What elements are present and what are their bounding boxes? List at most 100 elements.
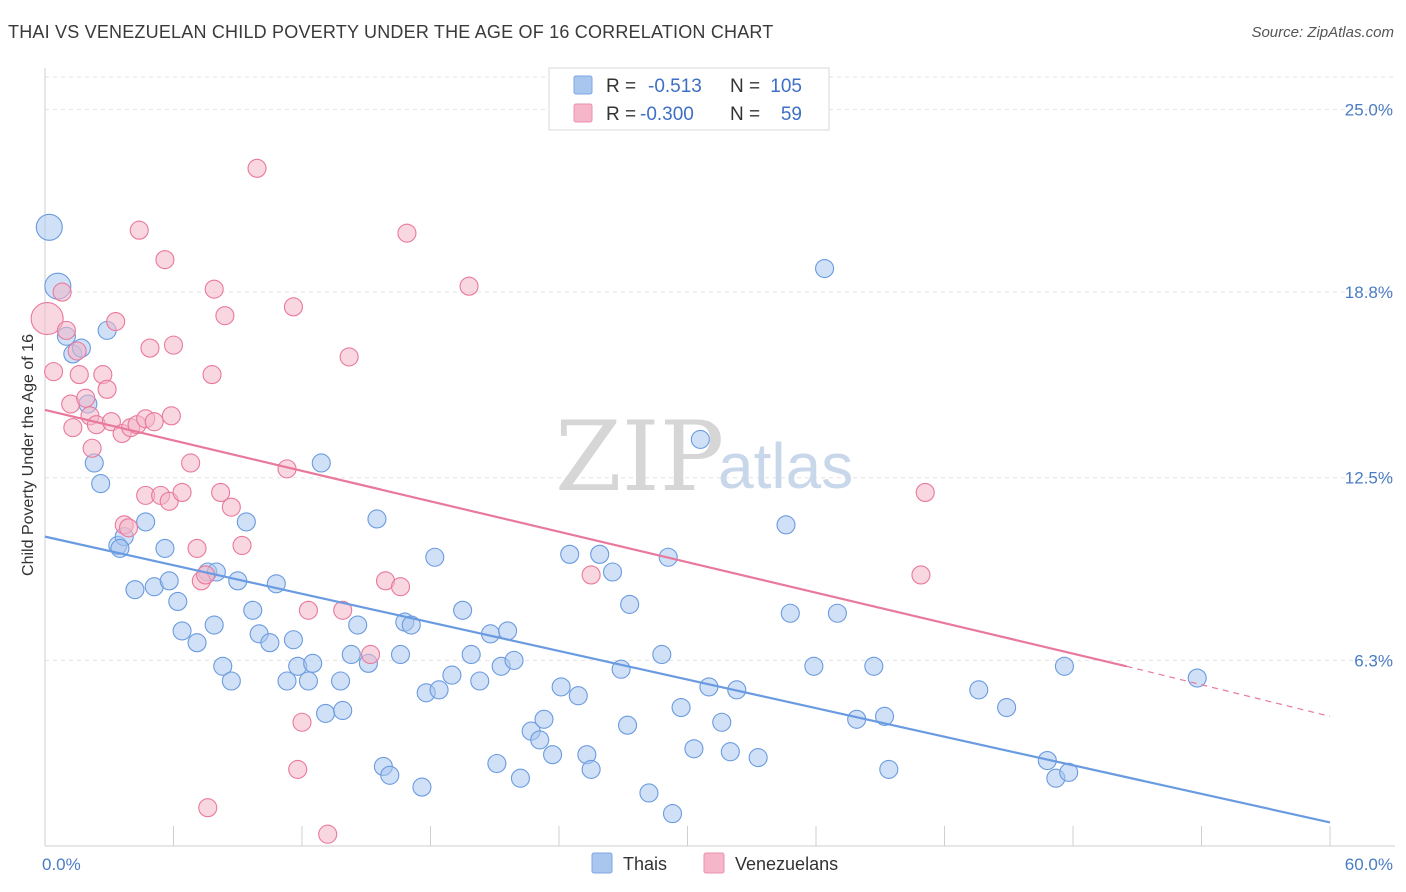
legend-box [548, 67, 830, 131]
point-venezuelans [288, 759, 308, 779]
point-thais [602, 562, 623, 582]
point-thais [187, 633, 207, 653]
point-thais [311, 453, 331, 473]
point-thais [91, 474, 111, 494]
point-venezuelans [581, 565, 601, 585]
point-thais [159, 571, 179, 591]
point-venezuelans [76, 388, 96, 408]
point-venezuelans [215, 306, 235, 326]
point-venezuelans [69, 365, 89, 385]
point-thais [316, 703, 336, 723]
trend-line-venezuelans [44, 408, 1127, 668]
legend-n-value: 105 [770, 76, 802, 97]
point-venezuelans [915, 482, 935, 502]
y-tick-label: 25.0% [1345, 100, 1393, 119]
point-thais [671, 697, 691, 718]
legend-n-value: 59 [781, 104, 802, 125]
point-thais [348, 615, 368, 635]
point-thais [390, 644, 411, 665]
point-thais [221, 671, 241, 691]
point-venezuelans [181, 453, 201, 473]
point-venezuelans [221, 497, 241, 517]
point-thais [341, 644, 361, 665]
point-thais [172, 621, 192, 641]
point-thais [690, 429, 710, 449]
point-thais [620, 594, 640, 614]
point-thais [330, 671, 351, 691]
point-thais [776, 515, 796, 535]
legend-row-thais: R = -0.513 N = 105 [573, 75, 802, 97]
y-tick-label: 18.8% [1345, 283, 1393, 302]
point-venezuelans [198, 798, 218, 818]
point-thais [277, 671, 297, 691]
point-venezuelans [118, 518, 139, 538]
point-thais [401, 615, 421, 635]
point-thais [283, 630, 303, 650]
point-thais [1054, 656, 1074, 676]
y-tick-labels: 6.3% 12.5% 18.8% 25.0% [1345, 100, 1393, 670]
legend-n-label: N = [730, 104, 760, 125]
watermark-atlas: atlas [718, 430, 853, 502]
point-thais [461, 644, 481, 665]
point-thais [780, 603, 800, 623]
bottom-legend-swatch-thais [591, 852, 613, 874]
point-thais [590, 544, 610, 564]
point-venezuelans [283, 297, 303, 317]
point-thais [1187, 668, 1207, 688]
bottom-legend-label-thais: Thais [623, 854, 667, 874]
point-venezuelans [204, 279, 224, 299]
point-venezuelans [67, 341, 87, 361]
point-thais [204, 615, 224, 635]
legend-r-value: -0.513 [648, 76, 702, 97]
point-venezuelans [333, 600, 353, 620]
point-thais [551, 677, 571, 697]
point-thais [748, 748, 768, 768]
point-thais [712, 712, 732, 732]
axes [44, 68, 1395, 847]
point-thais [874, 706, 895, 726]
point-thais [720, 742, 740, 762]
bottom-legend-label-venezuelans: Venezuelans [735, 854, 838, 874]
point-venezuelans [339, 347, 359, 367]
point-thais [997, 697, 1017, 718]
point-thais [827, 603, 847, 623]
bottom-legend: Thais Venezuelans [591, 852, 838, 874]
point-venezuelans [247, 158, 267, 178]
point-thais [236, 512, 256, 532]
legend-n-label: N = [730, 76, 760, 97]
point-thais [125, 580, 145, 600]
point-venezuelans [232, 535, 252, 556]
point-venezuelans [187, 538, 207, 558]
point-thais [864, 656, 884, 676]
point-thais [136, 512, 156, 532]
point-thais [333, 700, 353, 721]
point-venezuelans [397, 223, 417, 243]
point-thais [367, 509, 387, 529]
point-venezuelans [82, 438, 102, 458]
point-venezuelans [106, 311, 126, 332]
trend-extension-venezuelans [1126, 665, 1331, 717]
point-thais [581, 759, 601, 779]
point-thais [560, 544, 580, 564]
trend-lines [44, 408, 1331, 824]
point-thais [684, 739, 704, 759]
point-thais [543, 745, 563, 765]
legend-r-label: R = [606, 76, 636, 97]
point-thais [530, 730, 550, 750]
point-thais [639, 783, 659, 803]
point-thais [504, 650, 524, 670]
point-venezuelans [30, 302, 64, 336]
point-venezuelans [155, 250, 175, 270]
point-venezuelans [196, 565, 216, 585]
trend-line-thais [44, 535, 1331, 824]
point-thais [243, 600, 263, 620]
point-thais [425, 547, 445, 567]
gridlines [45, 76, 1395, 661]
y-tick-label: 12.5% [1345, 469, 1393, 488]
point-thais [510, 768, 531, 788]
data-points [30, 158, 1207, 844]
point-venezuelans [52, 282, 72, 302]
point-thais [568, 686, 588, 706]
point-thais [155, 538, 175, 558]
